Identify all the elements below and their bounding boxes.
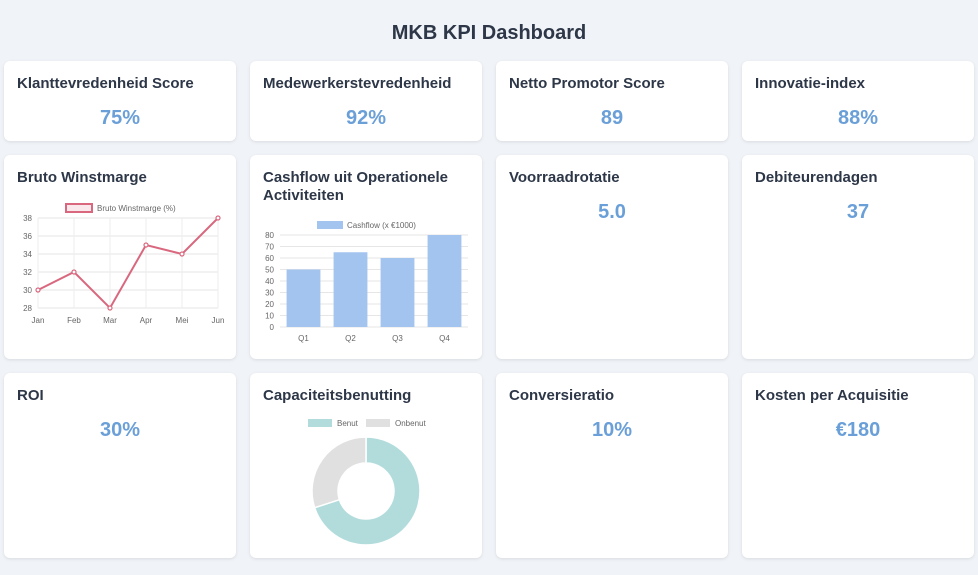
chart-title: Bruto Winstmarge bbox=[17, 169, 147, 186]
x-tick-label: Jun bbox=[212, 316, 225, 325]
y-tick-label: 32 bbox=[23, 268, 32, 277]
kpi-value: 5.0 bbox=[598, 201, 626, 223]
x-tick-label: Q1 bbox=[298, 334, 309, 343]
x-tick-label: Mei bbox=[176, 316, 189, 325]
kpi-title: Netto Promotor Score bbox=[509, 75, 665, 92]
chart-title: Cashflow uit Operationele Activiteiten bbox=[263, 169, 449, 204]
y-tick-label: 36 bbox=[23, 232, 32, 241]
data-point bbox=[71, 269, 77, 275]
kpi-title: Medewerkerstevredenheid bbox=[263, 75, 452, 92]
y-tick-label: 60 bbox=[265, 254, 274, 263]
y-tick-label: 30 bbox=[265, 289, 274, 298]
data-point bbox=[107, 305, 113, 311]
data-point bbox=[215, 215, 221, 221]
legend-swatch bbox=[65, 203, 93, 213]
kpi-card-innovation-index: Innovatie-index 88% bbox=[742, 61, 974, 141]
bar bbox=[286, 269, 321, 327]
bar-chart: 0 10 20 30 40 50 60 70 80 Cashflow (x €1000) Q1 Q2 Q… bbox=[265, 221, 468, 343]
x-tick-label: Q4 bbox=[439, 334, 450, 343]
kpi-value: 30% bbox=[99, 419, 141, 441]
kpi-title: ROI bbox=[17, 387, 44, 404]
legend-swatch bbox=[366, 419, 390, 427]
bar bbox=[380, 258, 415, 327]
kpi-value: 75% bbox=[99, 107, 141, 129]
y-tick-label: 0 bbox=[270, 323, 275, 332]
kpi-card-employee-satisfaction: Medewerkerstevredenheid 92% bbox=[250, 61, 482, 141]
kpi-card-nps: Netto Promotor Score 89 bbox=[496, 61, 728, 141]
y-tick-label: 30 bbox=[23, 286, 32, 295]
kpi-card-acquisition-cost: Kosten per Acquisitie €180 bbox=[742, 373, 974, 558]
data-point bbox=[143, 242, 149, 248]
kpi-title: Conversieratio bbox=[509, 387, 615, 404]
kpi-title: Kosten per Acquisitie bbox=[755, 387, 909, 404]
legend-label: Cashflow (x €1000) bbox=[347, 221, 416, 230]
x-tick-label: Apr bbox=[140, 316, 153, 325]
doughnut-chart: Benut Onbenut bbox=[308, 419, 426, 546]
x-tick-label: Q2 bbox=[345, 334, 356, 343]
kpi-value: 92% bbox=[345, 107, 387, 129]
legend-swatch bbox=[317, 221, 343, 229]
page-title: MKB KPI Dashboard bbox=[391, 22, 587, 44]
series-line bbox=[37, 217, 219, 310]
x-tick-label: Feb bbox=[67, 316, 81, 325]
y-tick-label: 70 bbox=[265, 243, 274, 252]
kpi-title: Klanttevredenheid Score bbox=[17, 75, 194, 92]
legend-label: Onbenut bbox=[395, 419, 426, 428]
kpi-card-receivable-days: Debiteurendagen 37 bbox=[742, 155, 974, 359]
y-tick-label: 34 bbox=[23, 250, 32, 259]
y-tick-label: 40 bbox=[265, 277, 274, 286]
chart-title: Capaciteitsbenutting bbox=[263, 387, 412, 404]
bar bbox=[427, 235, 462, 327]
legend-swatch bbox=[308, 419, 332, 427]
pie-slice bbox=[313, 436, 421, 546]
kpi-title: Voorraadrotatie bbox=[509, 169, 620, 186]
y-tick-label: 38 bbox=[23, 214, 32, 223]
pie-slice bbox=[311, 436, 367, 509]
kpi-value: 88% bbox=[837, 107, 879, 129]
kpi-title: Innovatie-index bbox=[755, 75, 866, 92]
bar bbox=[333, 252, 368, 327]
y-tick-label: 28 bbox=[23, 304, 32, 313]
x-tick-label: Jan bbox=[32, 316, 45, 325]
kpi-title: Debiteurendagen bbox=[755, 169, 878, 186]
x-tick-label: Q3 bbox=[392, 334, 403, 343]
kpi-card-conversion: Conversieratio 10% bbox=[496, 373, 728, 558]
kpi-value: 10% bbox=[591, 419, 633, 441]
kpi-value: 89 bbox=[600, 107, 624, 129]
y-tick-label: 50 bbox=[265, 266, 274, 275]
legend-label: Bruto Winstmarge (%) bbox=[97, 204, 176, 213]
line-chart: 28 30 32 34 36 38 Jan Feb Mar Apr Mei Jun Bruto Wins… bbox=[23, 203, 225, 325]
chart-card-gross-margin: Bruto Winstmarge 28 30 32 34 36 38 Jan Feb Mar Ap… bbox=[4, 155, 236, 359]
x-tick-label: Mar bbox=[103, 316, 117, 325]
kpi-value: 37 bbox=[846, 201, 870, 223]
y-tick-label: 80 bbox=[265, 231, 274, 240]
kpi-card-inventory-turnover: Voorraadrotatie 5.0 bbox=[496, 155, 728, 359]
data-point bbox=[35, 287, 41, 293]
data-point bbox=[179, 251, 185, 257]
kpi-card-roi: ROI 30% bbox=[4, 373, 236, 558]
y-tick-label: 20 bbox=[265, 300, 274, 309]
chart-card-capacity: Capaciteitsbenutting Benut Onbenut bbox=[250, 373, 482, 558]
kpi-value: €180 bbox=[835, 419, 881, 441]
legend-label: Benut bbox=[337, 419, 359, 428]
chart-card-cashflow: Cashflow uit Operationele Activiteiten 0… bbox=[250, 155, 482, 359]
kpi-card-customer-satisfaction: Klanttevredenheid Score 75% bbox=[4, 61, 236, 141]
y-tick-label: 10 bbox=[265, 312, 274, 321]
